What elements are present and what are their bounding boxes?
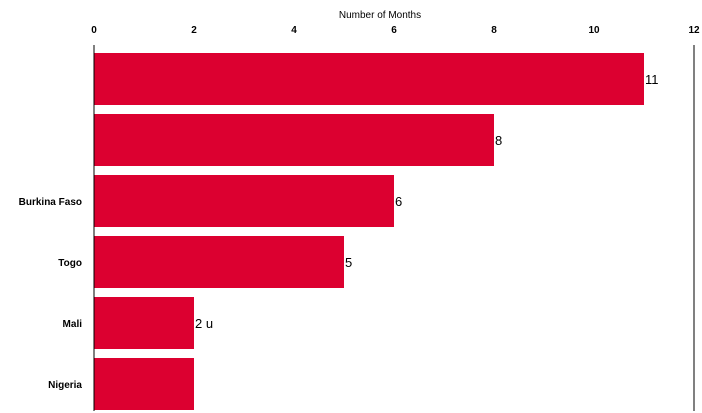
category-labels: Burkina Faso Togo Mali Nigeria xyxy=(19,197,83,391)
bar-series xyxy=(94,53,644,410)
category-label: Mali xyxy=(63,319,83,330)
category-label: Togo xyxy=(58,258,82,269)
category-label: Nigeria xyxy=(48,380,82,391)
x-tick-label: 10 xyxy=(588,25,600,36)
x-tick-label: 6 xyxy=(391,25,397,36)
data-label: 11 xyxy=(645,72,659,87)
x-tick-label: 0 xyxy=(91,25,97,36)
x-tick-label: 4 xyxy=(291,25,297,36)
bar xyxy=(94,53,644,105)
x-axis-title: Number of Months xyxy=(339,10,421,21)
bar xyxy=(94,358,194,410)
x-tick-label: 12 xyxy=(688,25,700,36)
x-tick-label: 8 xyxy=(491,25,497,36)
data-label: 6 xyxy=(395,194,402,209)
data-label: 5 xyxy=(345,255,352,270)
x-tick-label: 2 xyxy=(191,25,197,36)
bar xyxy=(94,297,194,349)
data-labels: 11 8 6 5 2 u xyxy=(195,72,659,331)
bar xyxy=(94,236,344,288)
bar xyxy=(94,114,494,166)
bar xyxy=(94,175,394,227)
data-label: 8 xyxy=(495,133,502,148)
x-axis-ticks: 0 2 4 6 8 10 12 xyxy=(91,25,700,36)
data-label: 2 u xyxy=(195,316,213,331)
category-label: Burkina Faso xyxy=(19,197,82,208)
